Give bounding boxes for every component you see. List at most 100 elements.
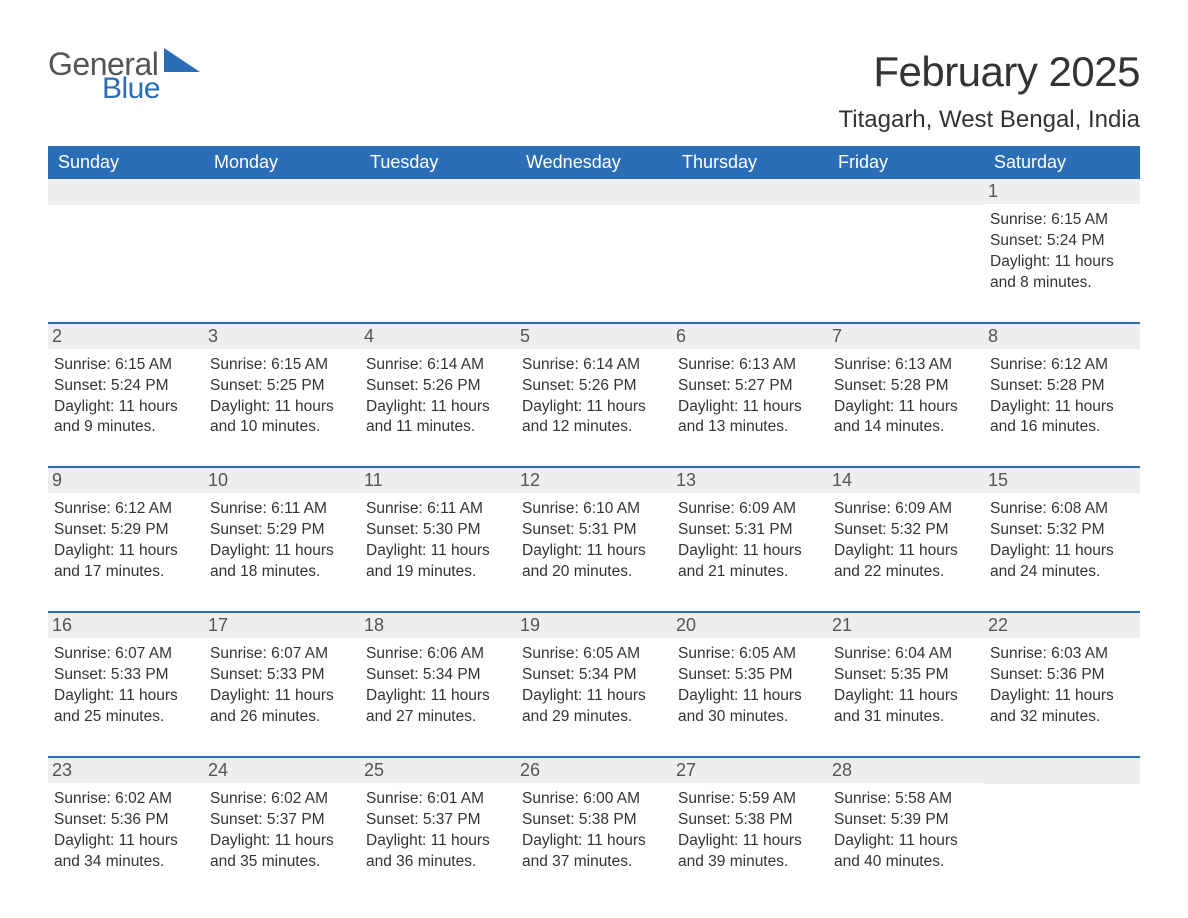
daylight-text: Daylight: 11 hours and 39 minutes. bbox=[678, 831, 822, 873]
sunrise-text: Sunrise: 6:01 AM bbox=[366, 789, 510, 810]
day-number: 12 bbox=[516, 468, 672, 493]
day-cell: 9Sunrise: 6:12 AMSunset: 5:29 PMDaylight… bbox=[48, 468, 204, 589]
sunrise-text: Sunrise: 6:04 AM bbox=[834, 644, 978, 665]
day-cell: 21Sunrise: 6:04 AMSunset: 5:35 PMDayligh… bbox=[828, 613, 984, 734]
day-number: 27 bbox=[672, 758, 828, 783]
day-number: 16 bbox=[48, 613, 204, 638]
sunrise-text: Sunrise: 6:12 AM bbox=[990, 355, 1134, 376]
sunset-text: Sunset: 5:26 PM bbox=[366, 376, 510, 397]
day-number: 13 bbox=[672, 468, 828, 493]
sunset-text: Sunset: 5:35 PM bbox=[678, 665, 822, 686]
week-row: 23Sunrise: 6:02 AMSunset: 5:36 PMDayligh… bbox=[48, 756, 1140, 879]
daylight-text: Daylight: 11 hours and 40 minutes. bbox=[834, 831, 978, 873]
sunset-text: Sunset: 5:37 PM bbox=[366, 810, 510, 831]
weekday-header: Tuesday bbox=[360, 146, 516, 179]
sunset-text: Sunset: 5:28 PM bbox=[990, 376, 1134, 397]
sunrise-text: Sunrise: 6:02 AM bbox=[54, 789, 198, 810]
sunrise-text: Sunrise: 6:09 AM bbox=[834, 499, 978, 520]
sunrise-text: Sunrise: 6:00 AM bbox=[522, 789, 666, 810]
sunset-text: Sunset: 5:37 PM bbox=[210, 810, 354, 831]
sunrise-text: Sunrise: 6:14 AM bbox=[366, 355, 510, 376]
sunset-text: Sunset: 5:31 PM bbox=[678, 520, 822, 541]
daylight-text: Daylight: 11 hours and 35 minutes. bbox=[210, 831, 354, 873]
empty-day-bar bbox=[672, 179, 828, 205]
day-cell: 27Sunrise: 5:59 AMSunset: 5:38 PMDayligh… bbox=[672, 758, 828, 879]
brand-logo: General Blue bbox=[48, 48, 200, 104]
day-cell bbox=[828, 179, 984, 300]
weekday-header: Friday bbox=[828, 146, 984, 179]
day-number: 1 bbox=[984, 179, 1140, 204]
sunrise-text: Sunrise: 6:14 AM bbox=[522, 355, 666, 376]
weekday-header: Monday bbox=[204, 146, 360, 179]
calendar: Sunday Monday Tuesday Wednesday Thursday… bbox=[48, 146, 1140, 878]
sunrise-text: Sunrise: 6:15 AM bbox=[210, 355, 354, 376]
daylight-text: Daylight: 11 hours and 32 minutes. bbox=[990, 686, 1134, 728]
day-number: 26 bbox=[516, 758, 672, 783]
day-number: 2 bbox=[48, 324, 204, 349]
day-number: 28 bbox=[828, 758, 984, 783]
sunrise-text: Sunrise: 6:11 AM bbox=[210, 499, 354, 520]
sunset-text: Sunset: 5:28 PM bbox=[834, 376, 978, 397]
daylight-text: Daylight: 11 hours and 27 minutes. bbox=[366, 686, 510, 728]
week-row: 2Sunrise: 6:15 AMSunset: 5:24 PMDaylight… bbox=[48, 322, 1140, 445]
sunset-text: Sunset: 5:34 PM bbox=[522, 665, 666, 686]
title-block: February 2025 Titagarh, West Bengal, Ind… bbox=[839, 48, 1141, 142]
sunset-text: Sunset: 5:32 PM bbox=[834, 520, 978, 541]
sunset-text: Sunset: 5:27 PM bbox=[678, 376, 822, 397]
empty-day-bar bbox=[984, 758, 1140, 784]
logo-text-block: General Blue bbox=[48, 48, 160, 104]
sunset-text: Sunset: 5:24 PM bbox=[990, 231, 1134, 252]
day-cell: 17Sunrise: 6:07 AMSunset: 5:33 PMDayligh… bbox=[204, 613, 360, 734]
daylight-text: Daylight: 11 hours and 37 minutes. bbox=[522, 831, 666, 873]
sunset-text: Sunset: 5:32 PM bbox=[990, 520, 1134, 541]
sunrise-text: Sunrise: 6:07 AM bbox=[54, 644, 198, 665]
empty-day-bar bbox=[828, 179, 984, 205]
day-cell bbox=[204, 179, 360, 300]
sunrise-text: Sunrise: 6:08 AM bbox=[990, 499, 1134, 520]
sunrise-text: Sunrise: 6:15 AM bbox=[990, 210, 1134, 231]
sunrise-text: Sunrise: 6:05 AM bbox=[522, 644, 666, 665]
day-number: 7 bbox=[828, 324, 984, 349]
sunset-text: Sunset: 5:39 PM bbox=[834, 810, 978, 831]
day-cell: 7Sunrise: 6:13 AMSunset: 5:28 PMDaylight… bbox=[828, 324, 984, 445]
day-cell: 11Sunrise: 6:11 AMSunset: 5:30 PMDayligh… bbox=[360, 468, 516, 589]
daylight-text: Daylight: 11 hours and 18 minutes. bbox=[210, 541, 354, 583]
sunrise-text: Sunrise: 5:58 AM bbox=[834, 789, 978, 810]
daylight-text: Daylight: 11 hours and 9 minutes. bbox=[54, 397, 198, 439]
sunrise-text: Sunrise: 6:06 AM bbox=[366, 644, 510, 665]
day-cell bbox=[48, 179, 204, 300]
day-cell: 20Sunrise: 6:05 AMSunset: 5:35 PMDayligh… bbox=[672, 613, 828, 734]
day-cell: 16Sunrise: 6:07 AMSunset: 5:33 PMDayligh… bbox=[48, 613, 204, 734]
day-number: 10 bbox=[204, 468, 360, 493]
day-cell: 24Sunrise: 6:02 AMSunset: 5:37 PMDayligh… bbox=[204, 758, 360, 879]
sunset-text: Sunset: 5:25 PM bbox=[210, 376, 354, 397]
daylight-text: Daylight: 11 hours and 36 minutes. bbox=[366, 831, 510, 873]
day-cell: 4Sunrise: 6:14 AMSunset: 5:26 PMDaylight… bbox=[360, 324, 516, 445]
day-cell: 18Sunrise: 6:06 AMSunset: 5:34 PMDayligh… bbox=[360, 613, 516, 734]
sunrise-text: Sunrise: 6:09 AM bbox=[678, 499, 822, 520]
weekday-header: Wednesday bbox=[516, 146, 672, 179]
week-row: 9Sunrise: 6:12 AMSunset: 5:29 PMDaylight… bbox=[48, 466, 1140, 589]
day-cell bbox=[984, 758, 1140, 879]
day-cell: 25Sunrise: 6:01 AMSunset: 5:37 PMDayligh… bbox=[360, 758, 516, 879]
sunset-text: Sunset: 5:31 PM bbox=[522, 520, 666, 541]
empty-day-bar bbox=[360, 179, 516, 205]
weekday-header: Saturday bbox=[984, 146, 1140, 179]
sunrise-text: Sunrise: 6:13 AM bbox=[678, 355, 822, 376]
day-number: 4 bbox=[360, 324, 516, 349]
day-cell bbox=[672, 179, 828, 300]
empty-day-bar bbox=[204, 179, 360, 205]
day-number: 21 bbox=[828, 613, 984, 638]
sunrise-text: Sunrise: 6:11 AM bbox=[366, 499, 510, 520]
daylight-text: Daylight: 11 hours and 12 minutes. bbox=[522, 397, 666, 439]
sunset-text: Sunset: 5:35 PM bbox=[834, 665, 978, 686]
sunset-text: Sunset: 5:30 PM bbox=[366, 520, 510, 541]
day-number: 11 bbox=[360, 468, 516, 493]
sunrise-text: Sunrise: 6:02 AM bbox=[210, 789, 354, 810]
day-cell: 3Sunrise: 6:15 AMSunset: 5:25 PMDaylight… bbox=[204, 324, 360, 445]
daylight-text: Daylight: 11 hours and 20 minutes. bbox=[522, 541, 666, 583]
sunrise-text: Sunrise: 6:07 AM bbox=[210, 644, 354, 665]
sunrise-text: Sunrise: 6:10 AM bbox=[522, 499, 666, 520]
sunset-text: Sunset: 5:26 PM bbox=[522, 376, 666, 397]
sunset-text: Sunset: 5:29 PM bbox=[210, 520, 354, 541]
